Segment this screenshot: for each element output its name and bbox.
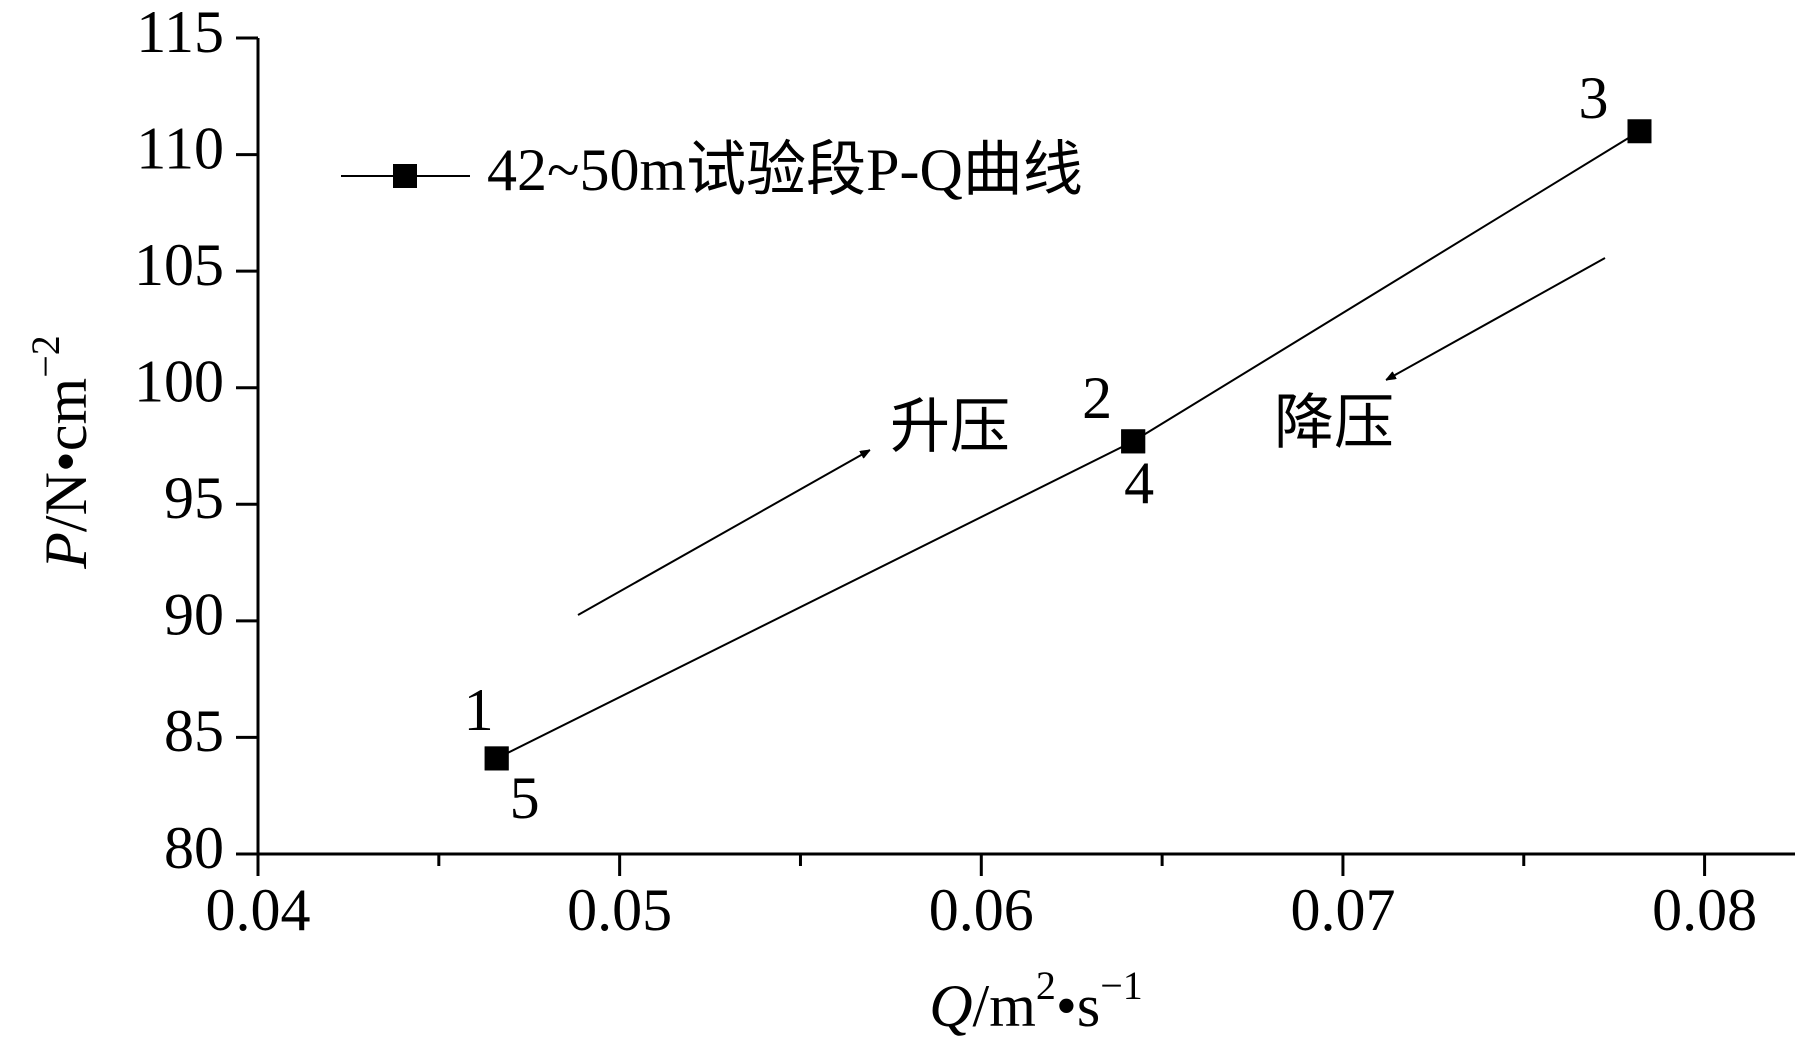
annotation: 升压 — [890, 394, 1010, 460]
x-label-part: Q — [929, 973, 972, 1039]
y-tick-label: 95 — [164, 465, 224, 531]
x-label-part: 2 — [1036, 963, 1056, 1008]
point-label: 2 — [1082, 365, 1112, 431]
point-label: 4 — [1124, 450, 1154, 516]
y-axis-label: P/N•cm−2 — [23, 335, 99, 570]
y-tick-label: 110 — [136, 115, 224, 181]
y-tick-label: 105 — [134, 232, 224, 298]
x-tick-label: 0.05 — [567, 877, 672, 943]
annotation-arrow — [1386, 257, 1606, 381]
legend-marker — [393, 164, 417, 188]
x-label-part: −1 — [1100, 963, 1143, 1008]
annotation: 降压 — [1274, 390, 1394, 456]
marker — [1121, 429, 1146, 454]
y-tick-label: 90 — [164, 582, 224, 648]
x-tick-label: 0.06 — [929, 877, 1034, 943]
y-tick-label: 80 — [164, 815, 224, 881]
point-label: 3 — [1578, 65, 1608, 131]
x-axis-label: Q/m2•s−1 — [929, 963, 1143, 1039]
x-label-part: •s — [1056, 973, 1100, 1039]
y-label-part: −2 — [23, 335, 68, 378]
x-tick-label: 0.04 — [206, 877, 311, 943]
y-tick-label: 85 — [164, 698, 224, 764]
legend-label: 42~50m试验段P-Q曲线 — [487, 137, 1083, 203]
y-label-part: P — [33, 532, 99, 570]
y-label-part: /N•cm — [33, 378, 99, 532]
marker — [484, 746, 509, 771]
annotation-arrow — [577, 449, 870, 616]
point-label: 1 — [464, 677, 494, 743]
marker — [1627, 119, 1652, 144]
y-tick-label: 115 — [136, 0, 224, 65]
x-tick-label: 0.08 — [1652, 877, 1757, 943]
x-label-part: /m — [973, 973, 1036, 1039]
point-label: 5 — [510, 765, 540, 831]
y-tick-label: 100 — [134, 348, 224, 414]
x-tick-label: 0.07 — [1290, 877, 1395, 943]
series-line — [496, 130, 1641, 760]
